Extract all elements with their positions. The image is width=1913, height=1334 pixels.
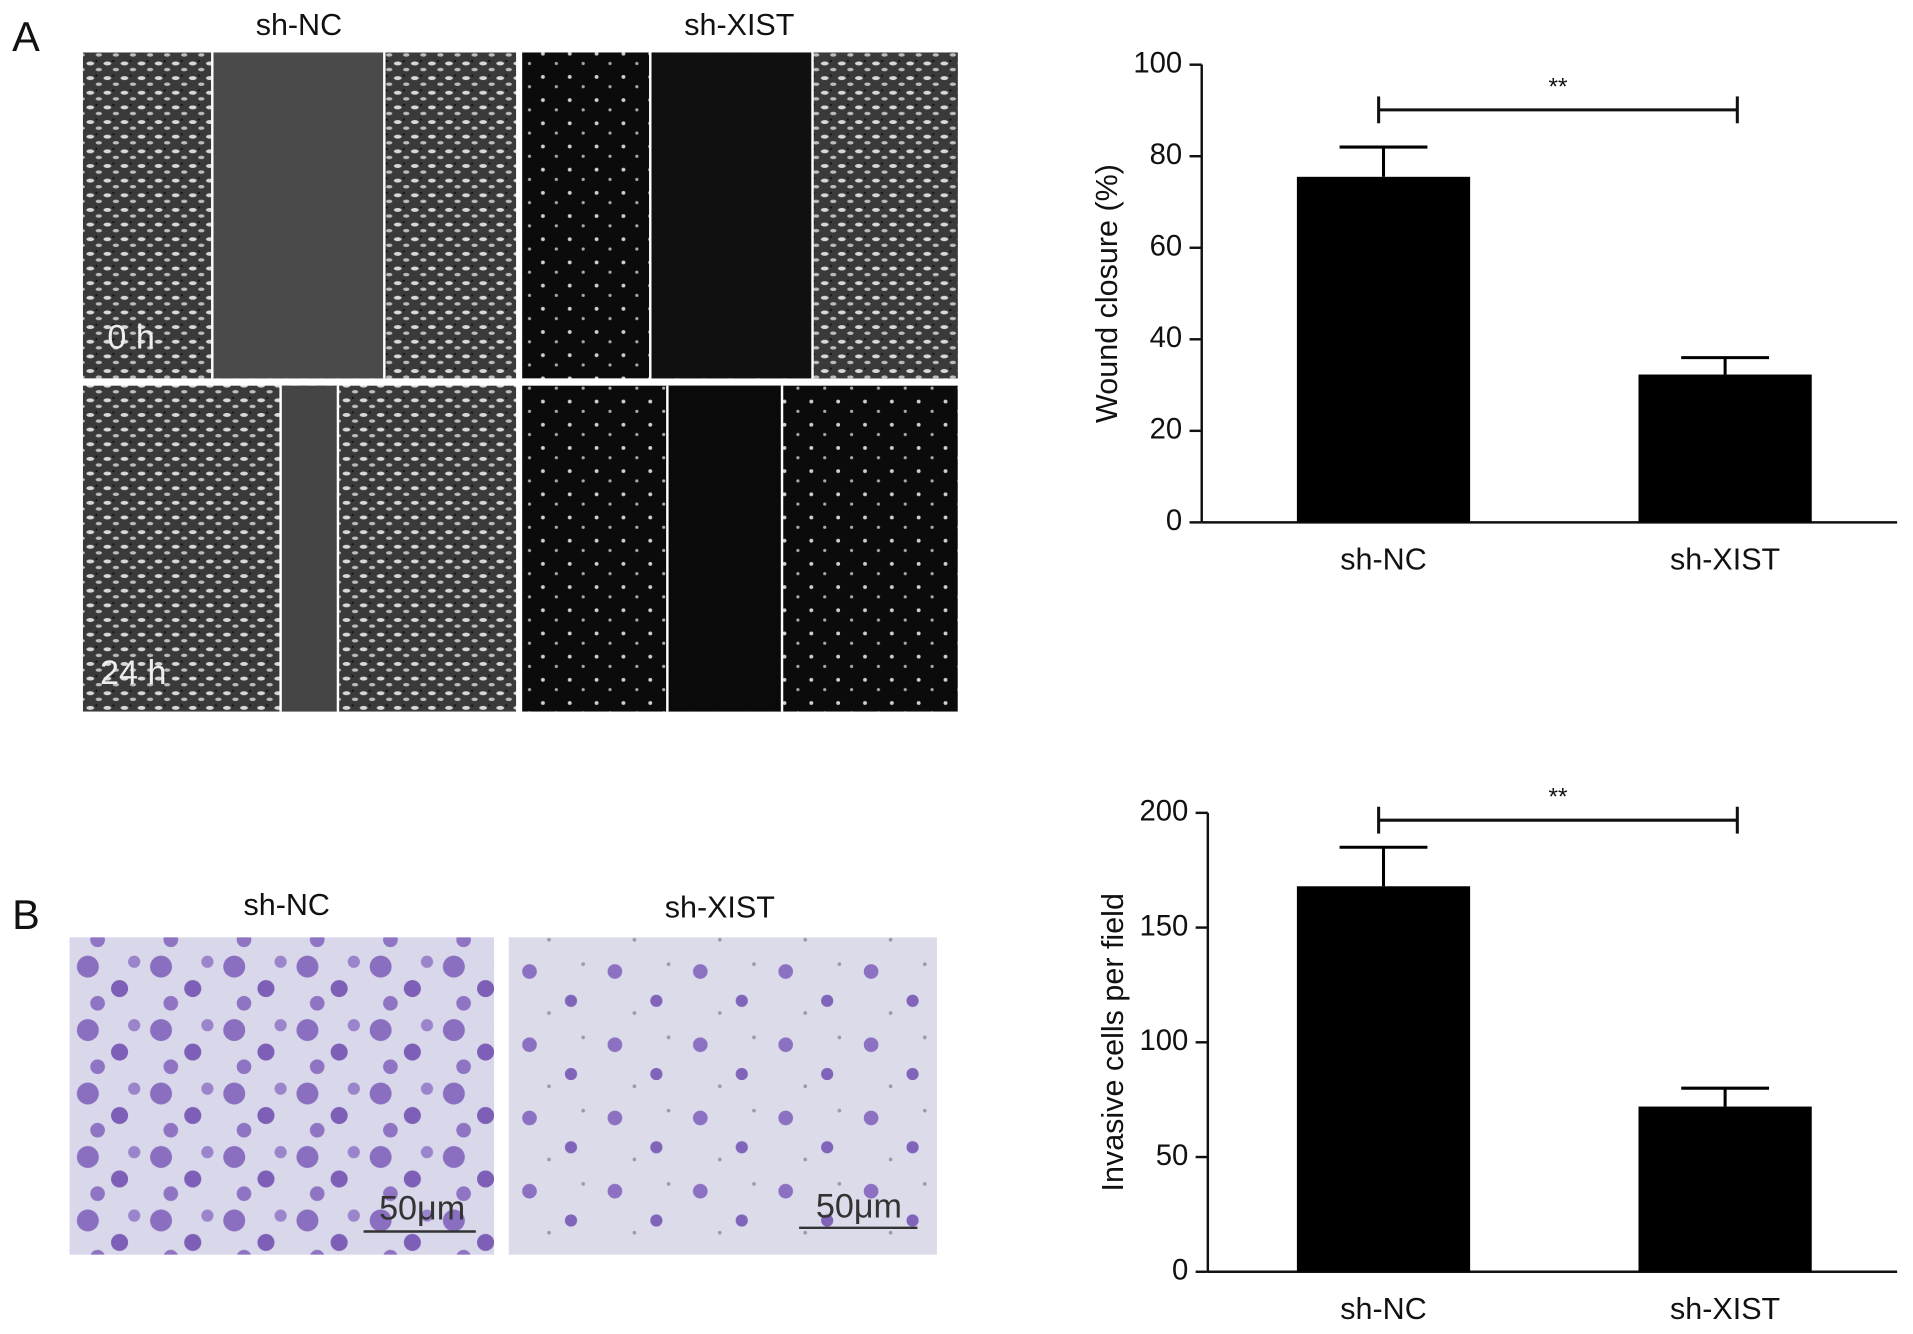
bar	[1638, 374, 1812, 523]
y-tick-label: 20	[1150, 413, 1183, 446]
wound-gap	[650, 52, 813, 379]
column-label: sh-NC	[256, 8, 342, 42]
y-axis-label: Invasive cells per field	[1096, 893, 1130, 1191]
column-label: sh-XIST	[684, 8, 794, 42]
y-tick-label: 100	[1139, 1024, 1188, 1057]
x-tick-label: sh-NC	[1340, 542, 1426, 576]
bar	[1638, 1106, 1812, 1272]
panel-label: A	[12, 13, 40, 60]
y-tick-label: 200	[1139, 795, 1188, 828]
panel-label: B	[12, 891, 40, 938]
column-label: sh-NC	[244, 888, 330, 922]
significance-label: **	[1548, 784, 1567, 811]
y-tick-label: 50	[1156, 1139, 1189, 1172]
time-label: 24 h	[100, 654, 166, 692]
y-tick-label: 0	[1166, 504, 1182, 537]
invasion-images	[69, 937, 937, 1255]
wound-images	[82, 52, 958, 712]
scale-label: 50μm	[379, 1190, 465, 1228]
y-tick-label: 150	[1139, 909, 1188, 942]
wound-gap	[280, 385, 338, 712]
y-tick-label: 40	[1150, 321, 1183, 354]
micrograph	[508, 937, 937, 1255]
micrograph	[69, 937, 495, 1255]
y-tick-label: 80	[1150, 138, 1183, 171]
y-axis-label: Wound closure (%)	[1090, 164, 1124, 423]
wound-gap	[667, 385, 783, 712]
bar	[1296, 176, 1471, 523]
significance-label: **	[1548, 73, 1567, 100]
bar	[1296, 886, 1471, 1272]
x-tick-label: sh-XIST	[1670, 542, 1780, 576]
wound-gap	[212, 52, 385, 379]
micrograph-edge	[812, 52, 958, 379]
y-tick-label: 60	[1150, 229, 1183, 262]
y-tick-label: 0	[1172, 1253, 1188, 1286]
y-tick-label: 100	[1133, 46, 1182, 79]
scale-label: 50μm	[816, 1187, 902, 1225]
x-tick-label: sh-NC	[1340, 1292, 1426, 1326]
x-tick-label: sh-XIST	[1670, 1292, 1780, 1326]
time-label: 0 h	[107, 318, 154, 356]
column-label: sh-XIST	[665, 890, 775, 924]
